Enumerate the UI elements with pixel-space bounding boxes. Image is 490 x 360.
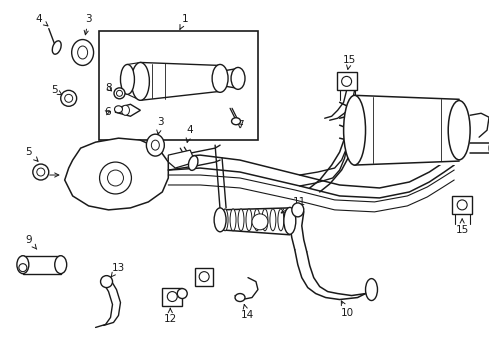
- Ellipse shape: [231, 67, 245, 89]
- Ellipse shape: [246, 209, 252, 231]
- Text: 7: 7: [237, 120, 244, 130]
- Ellipse shape: [77, 46, 88, 59]
- Bar: [195, 268, 213, 285]
- Ellipse shape: [17, 256, 29, 274]
- Ellipse shape: [131, 62, 149, 100]
- Text: 12: 12: [164, 309, 177, 324]
- Text: 3: 3: [157, 117, 164, 134]
- Text: 5: 5: [25, 147, 38, 161]
- Ellipse shape: [117, 90, 122, 96]
- Ellipse shape: [292, 203, 304, 217]
- Text: 1: 1: [180, 14, 189, 29]
- Polygon shape: [65, 138, 168, 210]
- Ellipse shape: [37, 168, 45, 176]
- Text: 14: 14: [241, 305, 254, 320]
- Ellipse shape: [366, 279, 377, 301]
- Bar: [337, 72, 357, 90]
- Text: 15: 15: [343, 55, 356, 69]
- Ellipse shape: [284, 207, 296, 234]
- Ellipse shape: [262, 209, 268, 231]
- Ellipse shape: [72, 40, 94, 66]
- Ellipse shape: [232, 118, 241, 125]
- Text: 10: 10: [341, 301, 354, 319]
- Ellipse shape: [177, 289, 187, 298]
- Ellipse shape: [457, 200, 467, 210]
- Ellipse shape: [342, 76, 352, 86]
- Ellipse shape: [212, 64, 228, 92]
- Ellipse shape: [254, 209, 260, 231]
- Text: 8: 8: [105, 84, 112, 93]
- Ellipse shape: [55, 256, 67, 274]
- Ellipse shape: [278, 209, 284, 231]
- Ellipse shape: [61, 90, 76, 106]
- Text: 13: 13: [111, 263, 125, 278]
- Ellipse shape: [107, 170, 123, 186]
- Ellipse shape: [114, 88, 125, 99]
- Polygon shape: [168, 150, 195, 168]
- Text: 4: 4: [186, 125, 194, 143]
- Ellipse shape: [33, 164, 49, 180]
- Ellipse shape: [235, 293, 245, 302]
- Text: 5: 5: [51, 85, 62, 95]
- Text: 9: 9: [25, 235, 37, 249]
- Ellipse shape: [214, 208, 226, 232]
- Bar: [355, 95, 459, 165]
- Ellipse shape: [270, 209, 276, 231]
- Bar: [162, 288, 182, 306]
- Ellipse shape: [222, 209, 228, 231]
- Text: 3: 3: [84, 14, 92, 35]
- Ellipse shape: [238, 209, 244, 231]
- Ellipse shape: [252, 214, 268, 230]
- Text: 4: 4: [35, 14, 48, 26]
- Bar: [98, 31, 258, 140]
- Ellipse shape: [343, 95, 366, 165]
- Ellipse shape: [121, 64, 134, 94]
- Ellipse shape: [115, 106, 122, 113]
- Text: 15: 15: [456, 219, 469, 235]
- Bar: [452, 196, 472, 214]
- Ellipse shape: [147, 134, 164, 156]
- Bar: [141, 62, 220, 100]
- Ellipse shape: [230, 209, 236, 231]
- Ellipse shape: [151, 140, 159, 150]
- Polygon shape: [116, 104, 141, 116]
- Ellipse shape: [99, 162, 131, 194]
- Bar: [23, 256, 61, 274]
- Ellipse shape: [189, 156, 198, 170]
- Ellipse shape: [167, 292, 177, 302]
- Ellipse shape: [122, 105, 129, 115]
- Ellipse shape: [100, 276, 113, 288]
- Ellipse shape: [19, 264, 27, 272]
- Ellipse shape: [448, 100, 470, 160]
- Text: 11: 11: [281, 197, 306, 213]
- Ellipse shape: [65, 94, 73, 102]
- Ellipse shape: [199, 272, 209, 282]
- Text: 6: 6: [104, 107, 111, 117]
- Ellipse shape: [489, 140, 490, 156]
- Text: 2: 2: [37, 170, 59, 180]
- Ellipse shape: [52, 41, 61, 54]
